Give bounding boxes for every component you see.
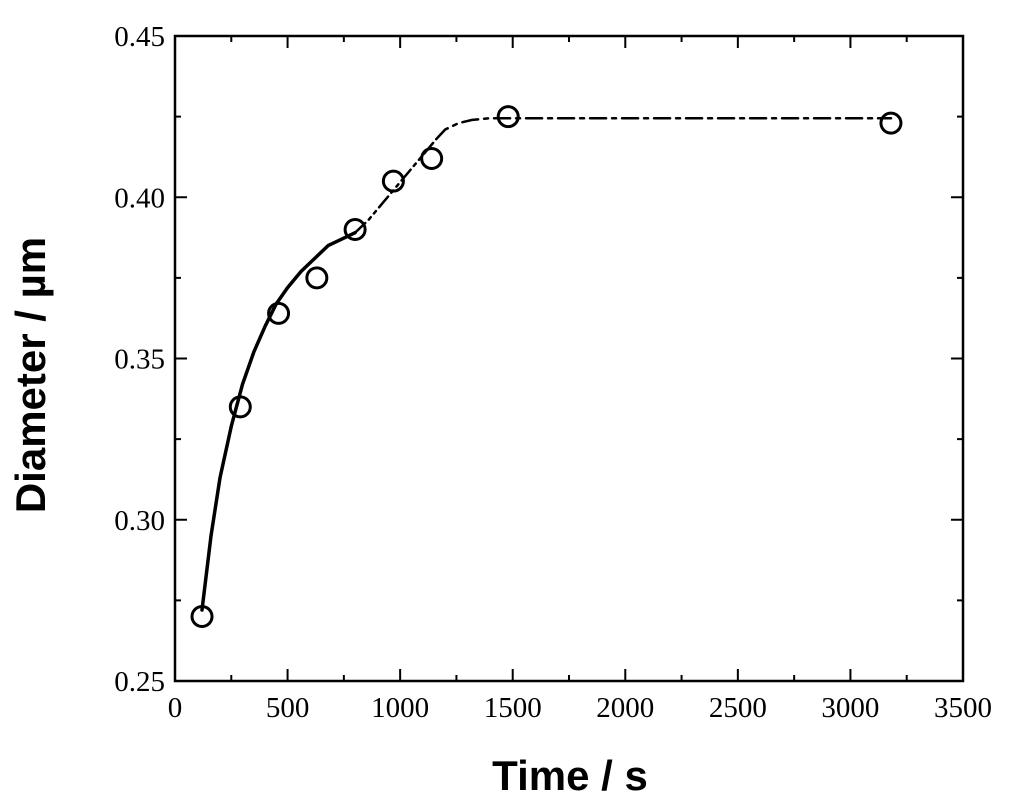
data-point-marker <box>305 266 329 290</box>
y-tick-label: 0.35 <box>114 344 165 376</box>
y-tick-label: 0.30 <box>114 505 165 537</box>
data-points-layer <box>190 105 903 628</box>
axes-layer: 0 500 1000 1500 2000 2500 3000 3500 0.25 0.30 0.35… <box>114 21 992 724</box>
x-tick-label: 0 <box>168 692 183 724</box>
data-point-marker <box>228 395 252 419</box>
y-tick-label: 0.45 <box>114 21 165 53</box>
x-tick-label: 3500 <box>934 692 992 724</box>
data-point-marker <box>496 105 520 129</box>
data-point-marker <box>381 169 405 193</box>
x-tick-label: 2000 <box>596 692 654 724</box>
y-tick-label: 0.25 <box>114 666 165 698</box>
x-tick-label: 1500 <box>484 692 542 724</box>
x-tick-label: 3000 <box>821 692 879 724</box>
fit-line-dash-dot <box>434 116 893 141</box>
data-point-marker <box>420 147 444 171</box>
data-point-marker <box>190 605 214 628</box>
data-point-marker <box>879 111 903 135</box>
fit-line-solid <box>200 230 357 612</box>
fit-lines-layer <box>200 116 893 612</box>
x-tick-label: 1000 <box>371 692 429 724</box>
data-point-marker <box>343 218 367 241</box>
y-tick-label: 0.40 <box>114 182 165 214</box>
x-tick-label: 2500 <box>709 692 767 724</box>
fit-line-dash-dot-dot <box>353 137 438 234</box>
y-axis-title: Diameter / µm <box>7 237 54 513</box>
x-tick-label: 500 <box>266 692 310 724</box>
plot-frame <box>173 34 965 683</box>
data-point-marker <box>267 301 291 325</box>
x-axis-title: Time / s <box>492 752 648 799</box>
